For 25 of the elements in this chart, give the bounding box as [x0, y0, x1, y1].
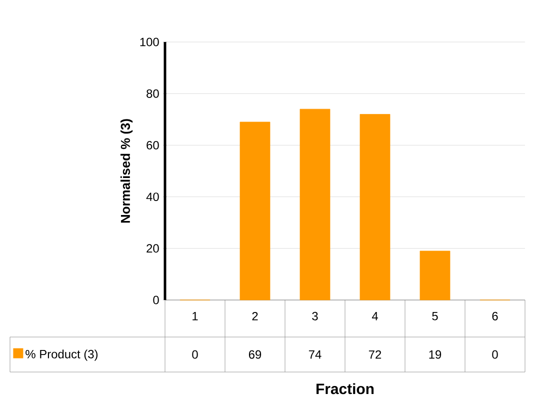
- y-tick-label: 0: [153, 296, 159, 304]
- bar: [420, 250, 450, 300]
- x-tick-label: 3: [312, 312, 318, 320]
- y-tick-label: 80: [146, 89, 159, 98]
- bar: [300, 108, 330, 300]
- data-label: 19: [429, 350, 442, 359]
- y-tick-label: 60: [146, 140, 159, 150]
- data-label: 72: [368, 350, 382, 359]
- y-tick-label: 40: [146, 192, 159, 202]
- y-tick-label: 20: [146, 244, 159, 253]
- data-label: 74: [308, 350, 322, 359]
- x-axis-title: Fraction: [316, 383, 374, 394]
- x-tick-label: 6: [492, 312, 498, 320]
- x-tick-label: 2: [252, 312, 258, 320]
- data-label: 69: [248, 350, 262, 359]
- x-tick-label: 5: [432, 312, 438, 320]
- y-axis-title: Normalised % (3): [120, 119, 133, 223]
- data-label: 0: [192, 350, 198, 359]
- legend-label: % Product (3): [26, 350, 98, 361]
- bar: [360, 114, 390, 300]
- bar: [240, 122, 270, 300]
- data-label: 0: [492, 350, 498, 359]
- y-tick-label: 100: [140, 38, 159, 46]
- x-tick-label: 4: [372, 312, 378, 320]
- x-tick-label: 1: [192, 312, 198, 320]
